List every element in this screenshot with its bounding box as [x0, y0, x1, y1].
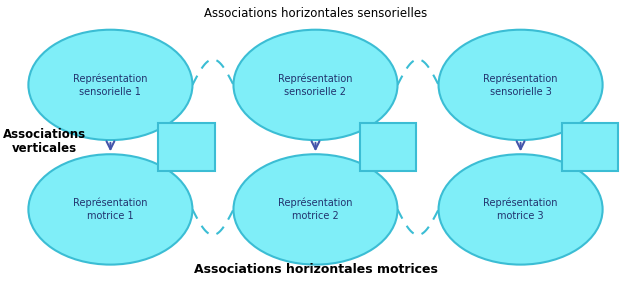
Bar	[562, 123, 618, 171]
Text: Représentation
sensorielle 3: Représentation sensorielle 3	[483, 73, 558, 97]
Text: Associations horizontales sensorielles: Associations horizontales sensorielles	[204, 7, 427, 20]
Text: Représentation
sensorielle 2: Représentation sensorielle 2	[278, 73, 353, 97]
Ellipse shape	[28, 154, 192, 265]
Ellipse shape	[233, 154, 398, 265]
Bar	[360, 123, 416, 171]
Ellipse shape	[233, 30, 398, 140]
Text: Associations horizontales motrices: Associations horizontales motrices	[194, 263, 437, 276]
Text: Représentation
motrice 3: Représentation motrice 3	[483, 198, 558, 221]
Text: Associations
verticales: Associations verticales	[3, 128, 86, 155]
Text: Représentation
motrice 2: Représentation motrice 2	[278, 198, 353, 221]
Ellipse shape	[439, 154, 603, 265]
Ellipse shape	[28, 30, 192, 140]
Ellipse shape	[439, 30, 603, 140]
Text: Représentation
sensorielle 1: Représentation sensorielle 1	[73, 73, 148, 97]
Bar	[158, 123, 215, 171]
Text: Représentation
motrice 1: Représentation motrice 1	[73, 198, 148, 221]
